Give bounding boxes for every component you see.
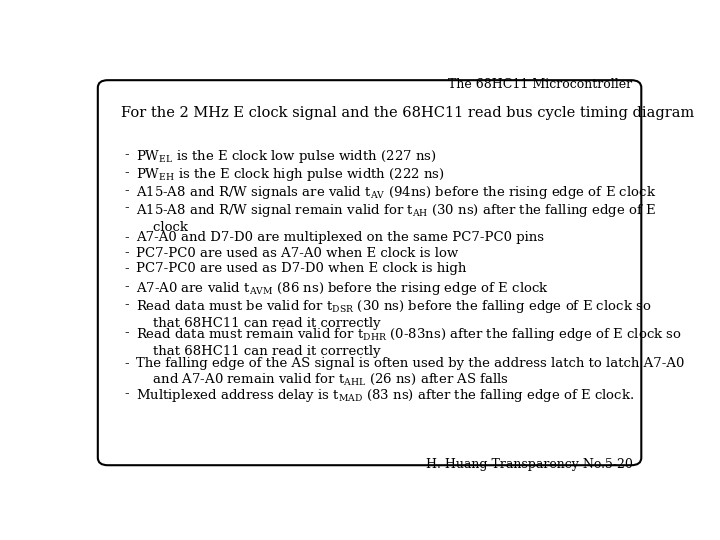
Text: PC7-PC0 are used as A7-A0 when E clock is low: PC7-PC0 are used as A7-A0 when E clock i… <box>136 246 458 260</box>
Text: -: - <box>125 231 129 244</box>
Text: PW$_{\mathregular{EH}}$ is the E clock high pulse width (222 ns): PW$_{\mathregular{EH}}$ is the E clock h… <box>136 166 444 183</box>
Text: For the 2 MHz E clock signal and the 68HC11 read bus cycle timing diagram: For the 2 MHz E clock signal and the 68H… <box>121 106 694 120</box>
Text: A7-A0 and D7-D0 are multiplexed on the same PC7-PC0 pins: A7-A0 and D7-D0 are multiplexed on the s… <box>136 231 544 244</box>
Text: -: - <box>125 298 129 310</box>
Text: A7-A0 are valid t$_{\mathregular{AVM}}$ (86 ns) before the rising edge of E cloc: A7-A0 are valid t$_{\mathregular{AVM}}$ … <box>136 280 549 297</box>
Text: -: - <box>125 166 129 179</box>
FancyBboxPatch shape <box>98 80 642 465</box>
Text: PW$_{\mathregular{EL}}$ is the E clock low pulse width (227 ns): PW$_{\mathregular{EL}}$ is the E clock l… <box>136 148 436 165</box>
Text: -: - <box>125 148 129 161</box>
Text: H. Huang Transparency No.5-20: H. Huang Transparency No.5-20 <box>426 458 632 471</box>
Text: -: - <box>125 246 129 260</box>
Text: The 68HC11 Microcontroller: The 68HC11 Microcontroller <box>449 78 632 91</box>
Text: -: - <box>125 280 129 293</box>
Text: -: - <box>125 357 129 370</box>
Text: A15-A8 and R/W signal remain valid for t$_{\mathregular{AH}}$ (30 ns) after the : A15-A8 and R/W signal remain valid for t… <box>136 201 656 234</box>
Text: -: - <box>125 201 129 214</box>
Text: -: - <box>125 326 129 339</box>
Text: -: - <box>125 262 129 275</box>
Text: Read data must remain valid for t$_{\mathregular{DHR}}$ (0-83ns) after the falli: Read data must remain valid for t$_{\mat… <box>136 326 682 358</box>
Text: Multiplexed address delay is t$_{\mathregular{MAD}}$ (83 ns) after the falling e: Multiplexed address delay is t$_{\mathre… <box>136 387 634 403</box>
Text: A15-A8 and R/W signals are valid t$_{\mathregular{AV}}$ (94ns) before the rising: A15-A8 and R/W signals are valid t$_{\ma… <box>136 184 656 201</box>
Text: -: - <box>125 387 129 400</box>
Text: The falling edge of the AS signal is often used by the address latch to latch A7: The falling edge of the AS signal is oft… <box>136 357 684 387</box>
Text: -: - <box>125 184 129 197</box>
Text: PC7-PC0 are used as D7-D0 when E clock is high: PC7-PC0 are used as D7-D0 when E clock i… <box>136 262 466 275</box>
Text: Read data must be valid for t$_{\mathregular{DSR}}$ (30 ns) before the falling e: Read data must be valid for t$_{\mathreg… <box>136 298 651 329</box>
